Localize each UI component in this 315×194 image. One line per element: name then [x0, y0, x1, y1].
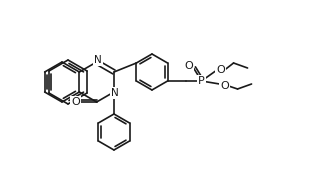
Text: P: P	[198, 76, 205, 86]
Text: O: O	[71, 97, 80, 107]
Text: N: N	[111, 88, 119, 98]
Text: O: O	[216, 65, 225, 75]
Text: O: O	[220, 81, 229, 91]
Text: O: O	[184, 61, 193, 71]
Text: N: N	[94, 55, 101, 65]
